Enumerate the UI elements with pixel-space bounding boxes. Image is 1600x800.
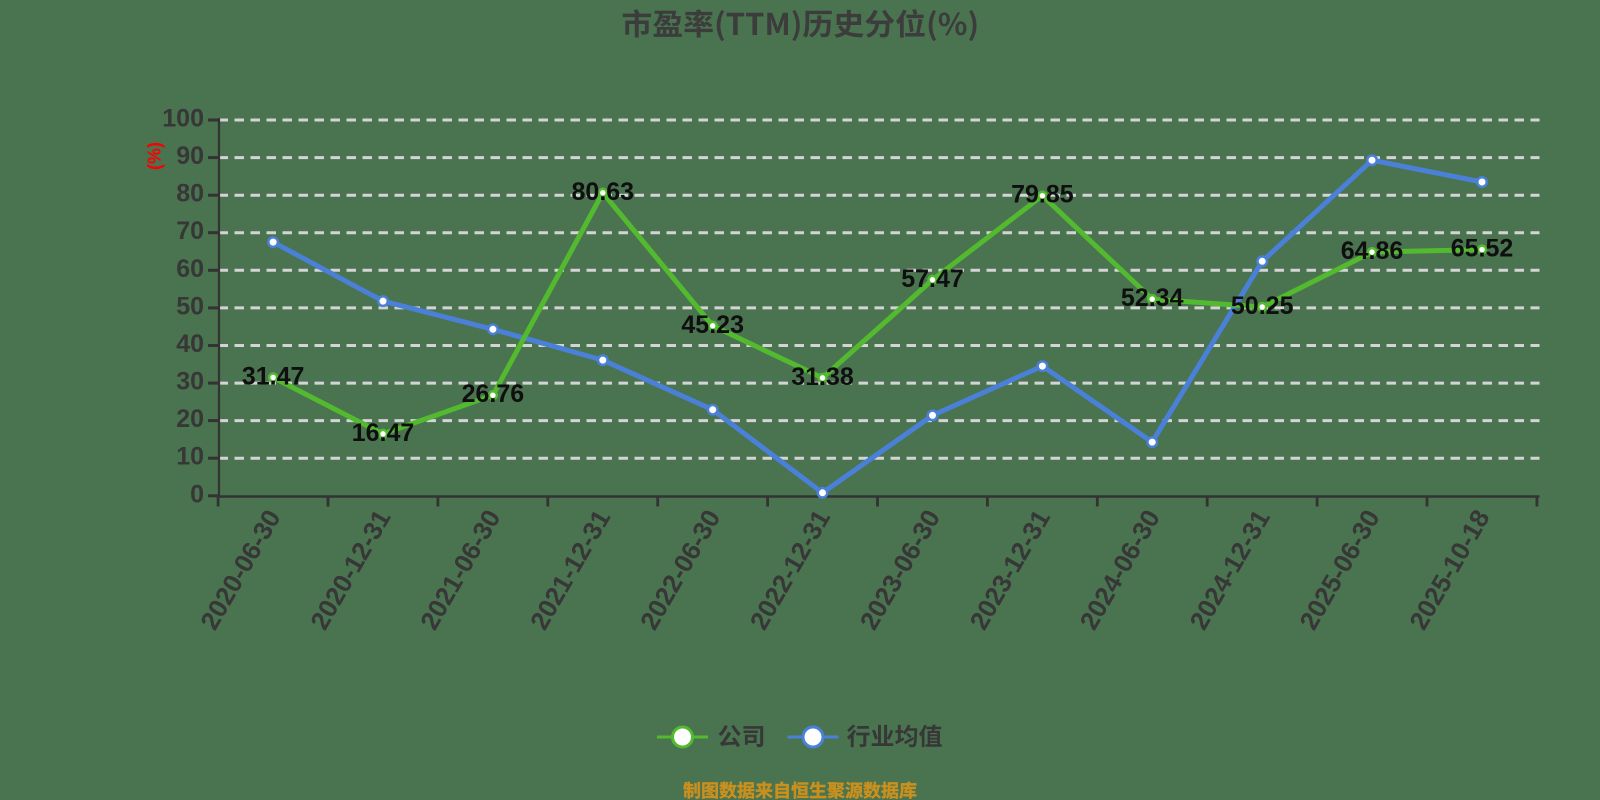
svg-text:50.25: 50.25 — [1231, 292, 1294, 320]
svg-text:80: 80 — [176, 180, 204, 208]
svg-text:16.47: 16.47 — [352, 419, 415, 447]
svg-text:40: 40 — [176, 330, 204, 358]
svg-text:26.76: 26.76 — [462, 380, 525, 408]
svg-text:2021-12-31: 2021-12-31 — [524, 505, 616, 635]
svg-text:2021-06-30: 2021-06-30 — [414, 505, 506, 635]
svg-text:10: 10 — [176, 443, 204, 471]
svg-text:65.52: 65.52 — [1451, 235, 1514, 263]
svg-text:100: 100 — [162, 105, 204, 133]
svg-text:0: 0 — [190, 480, 204, 508]
svg-text:2024-12-31: 2024-12-31 — [1183, 505, 1275, 635]
svg-text:2024-06-30: 2024-06-30 — [1073, 505, 1165, 635]
svg-text:70: 70 — [176, 217, 204, 245]
svg-text:30: 30 — [176, 368, 204, 396]
svg-text:2022-12-31: 2022-12-31 — [744, 505, 836, 635]
svg-text:80.63: 80.63 — [572, 178, 635, 206]
svg-text:2020-12-31: 2020-12-31 — [304, 505, 396, 635]
svg-text:31.47: 31.47 — [242, 363, 305, 391]
svg-text:2022-06-30: 2022-06-30 — [634, 505, 726, 635]
svg-text:57.47: 57.47 — [901, 265, 964, 293]
svg-text:45.23: 45.23 — [681, 311, 744, 339]
svg-text:2023-12-31: 2023-12-31 — [964, 505, 1056, 635]
svg-text:20: 20 — [176, 405, 204, 433]
svg-text:64.86: 64.86 — [1341, 237, 1404, 265]
svg-text:52.34: 52.34 — [1121, 284, 1184, 312]
svg-text:79.85: 79.85 — [1011, 181, 1074, 209]
svg-text:(%): (%) — [145, 142, 165, 170]
svg-text:2023-06-30: 2023-06-30 — [854, 505, 946, 635]
svg-text:60: 60 — [176, 255, 204, 283]
svg-text:2020-06-30: 2020-06-30 — [194, 505, 286, 635]
svg-text:31.38: 31.38 — [791, 363, 854, 391]
svg-text:90: 90 — [176, 142, 204, 170]
svg-text:2025-10-18: 2025-10-18 — [1403, 505, 1495, 635]
svg-text:50: 50 — [176, 292, 204, 320]
svg-text:2025-06-30: 2025-06-30 — [1293, 505, 1385, 635]
